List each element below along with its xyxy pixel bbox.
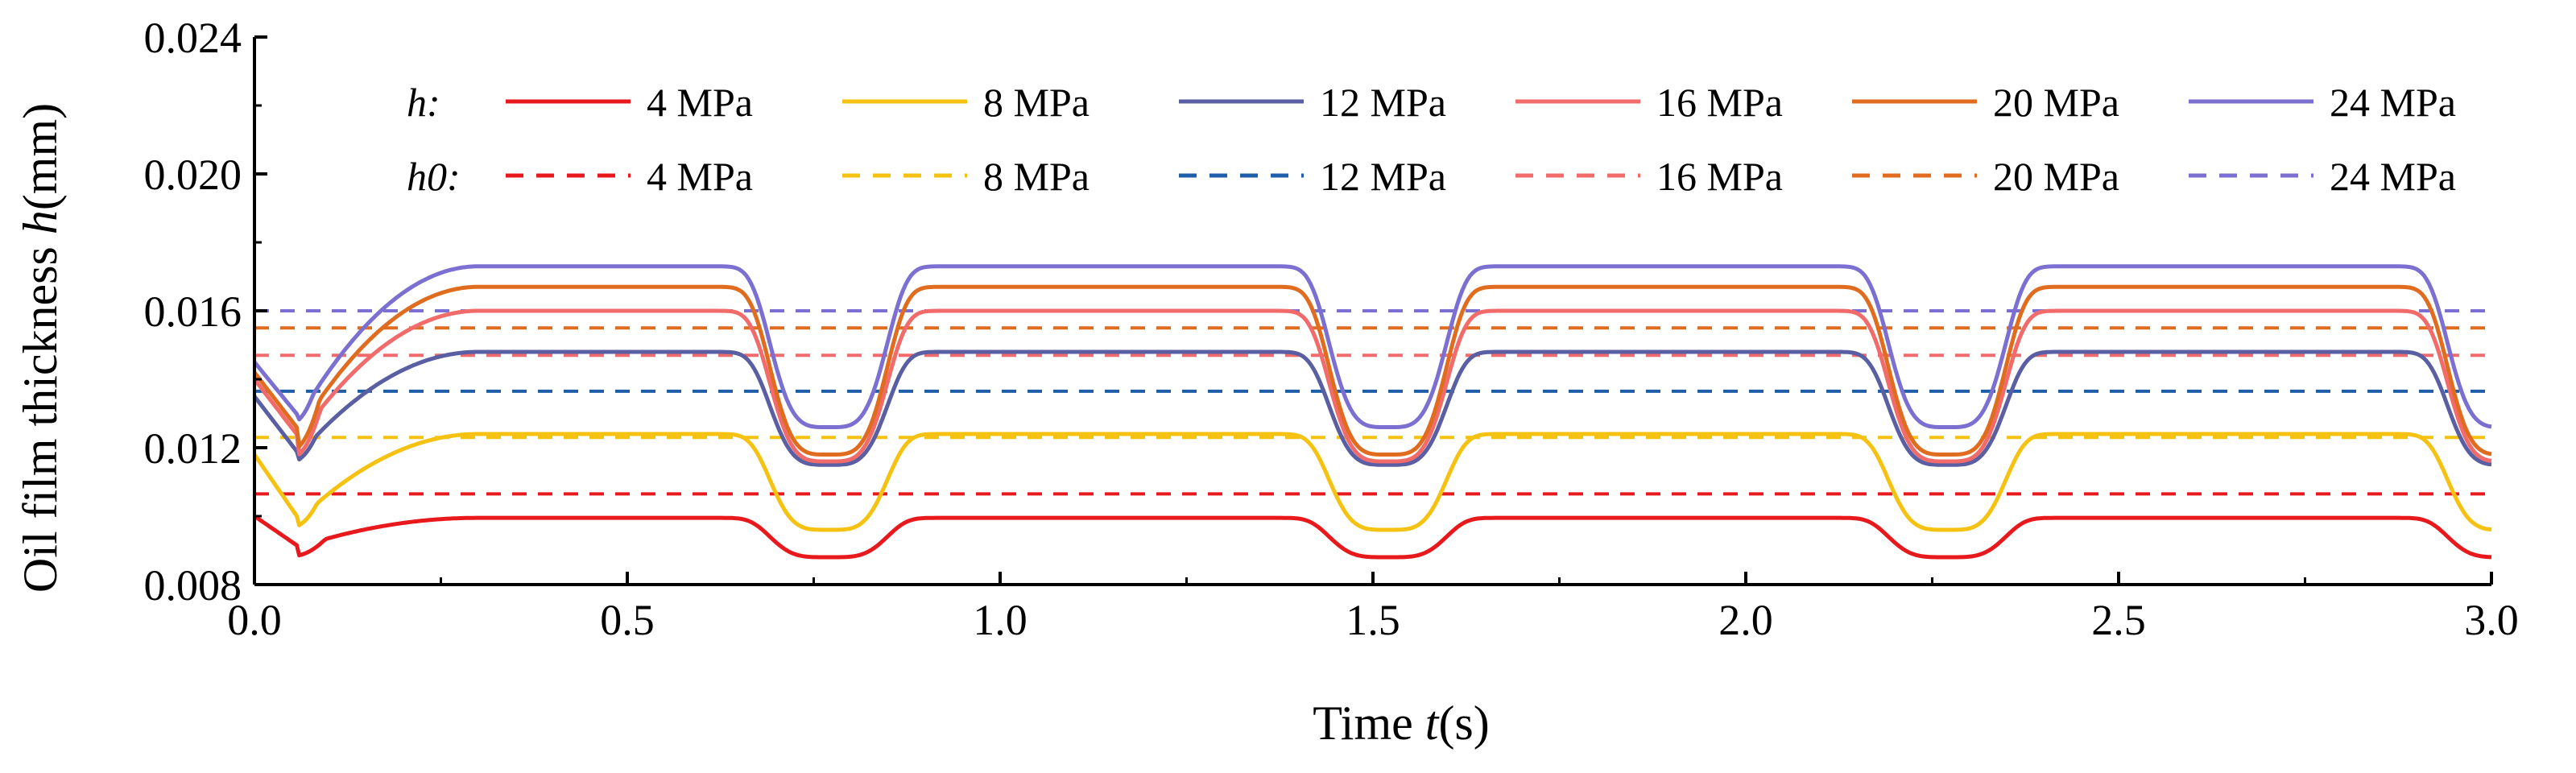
x-tick-label: 1.5 — [1346, 596, 1400, 644]
legend-entry-label: 8 MPa — [983, 80, 1090, 125]
legend-entry-label: 16 MPa — [1656, 154, 1783, 199]
legend-entry-label: 16 MPa — [1656, 80, 1783, 125]
h-series-lines — [252, 264, 2492, 560]
legend-entry-label: 12 MPa — [1320, 154, 1446, 199]
x-tick-label: 3.0 — [2464, 596, 2519, 644]
h-line-24-mpa — [253, 264, 2492, 429]
legend-row-label: h0: — [407, 154, 461, 199]
x-axis-label: Time t(s) — [1313, 697, 1490, 750]
h-line-4-mpa — [253, 514, 2492, 560]
legend-entry-label: 20 MPa — [1993, 80, 2119, 125]
h-line-8-mpa — [252, 432, 2492, 532]
y-tick-label: 0.008 — [144, 561, 242, 610]
h-line-20-mpa — [253, 284, 2492, 457]
legend-row-label: h: — [407, 80, 440, 125]
legend-entry-label: 4 MPa — [647, 154, 753, 199]
y-axis-label: Oil film thickness h(mm) — [14, 103, 67, 593]
y-tick-label: 0.024 — [144, 14, 242, 62]
y-tick-label: 0.020 — [144, 151, 242, 199]
legend-entry-label: 24 MPa — [2330, 80, 2456, 125]
x-tick-label: 1.0 — [973, 596, 1028, 644]
legend-entry-label: 12 MPa — [1320, 80, 1446, 125]
h-line-12-mpa — [253, 349, 2492, 467]
y-tick-label: 0.012 — [144, 424, 242, 473]
x-tick-label: 2.0 — [1718, 596, 1773, 644]
x-tick-label: 2.5 — [2091, 596, 2146, 644]
legend-entry-label: 20 MPa — [1993, 154, 2119, 199]
h-line-16-mpa — [253, 308, 2492, 464]
x-tick-label: 0.0 — [227, 596, 282, 644]
y-tick-label: 0.016 — [144, 287, 242, 336]
legend-entry-label: 24 MPa — [2330, 154, 2456, 199]
legend-entry-label: 8 MPa — [983, 154, 1090, 199]
legend: h: 4 MPa 8 MPa 12 MPa 16 MPa 20 MPa 24 MPa h0: 4… — [407, 80, 2456, 199]
axis-ticks: 0.0 0.5 1.0 1.5 2.0 2.5 3.0 0.008 0.012 0.016 0.02… — [144, 14, 2519, 644]
x-tick-label: 0.5 — [600, 596, 655, 644]
legend-entry-label: 4 MPa — [647, 80, 753, 125]
